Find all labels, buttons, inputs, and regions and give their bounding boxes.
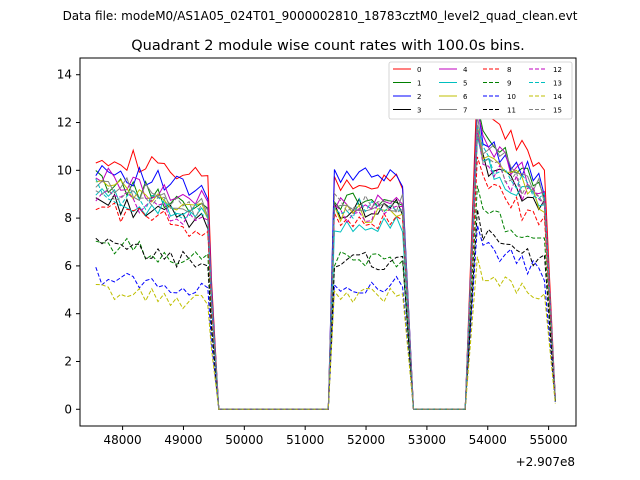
series-line-12: [95, 130, 556, 410]
series-line-15: [95, 125, 556, 410]
series-line-0: [95, 78, 556, 410]
series-line-11: [95, 209, 556, 410]
legend-label-6: 6: [463, 93, 468, 101]
y-tick-label: 6: [64, 259, 72, 273]
x-tick-label: 50000: [225, 433, 263, 447]
series-line-14: [95, 256, 556, 410]
legend-label-8: 8: [507, 66, 511, 74]
legend-label-11: 11: [507, 107, 516, 115]
x-tick-label: 48000: [104, 433, 142, 447]
x-offset-label: +2.907e8: [516, 455, 575, 469]
series-line-2: [95, 104, 556, 410]
legend-label-12: 12: [553, 66, 562, 74]
y-tick-label: 4: [64, 307, 72, 321]
x-axis: 48000 49000 50000 51000 52000 53000 54000 55000: [104, 426, 568, 447]
legend-frame: [388, 61, 573, 120]
series-line-13: [95, 125, 556, 410]
legend-label-1: 1: [417, 80, 421, 88]
legend-label-0: 0: [417, 66, 421, 74]
series-line-9: [95, 185, 556, 410]
legend-label-5: 5: [463, 80, 467, 88]
series-line-5: [95, 135, 556, 410]
x-tick-label: 53000: [408, 433, 446, 447]
y-axis: 0 2 4 6 8 10 12 14: [57, 68, 80, 416]
x-tick-label: 54000: [469, 433, 507, 447]
chart-suptitle: Data file: modeM0/AS1A05_024T01_90000028…: [63, 9, 578, 23]
legend-label-9: 9: [507, 80, 511, 88]
chart-title: Quadrant 2 module wise count rates with …: [131, 38, 525, 54]
x-tick-label: 51000: [286, 433, 324, 447]
y-tick-label: 10: [57, 163, 72, 177]
series-line-7: [95, 114, 556, 410]
series-line-8: [95, 156, 556, 410]
y-tick-label: 8: [64, 211, 72, 225]
y-tick-label: 2: [64, 354, 72, 368]
x-tick-label: 52000: [347, 433, 385, 447]
series-layer: [95, 78, 556, 410]
legend-label-7: 7: [463, 107, 467, 115]
legend-label-15: 15: [553, 107, 562, 115]
x-tick-label: 55000: [530, 433, 568, 447]
y-tick-label: 14: [57, 68, 72, 82]
legend-label-4: 4: [463, 66, 468, 74]
y-tick-label: 0: [64, 402, 72, 416]
series-line-3: [95, 135, 556, 410]
series-line-10: [95, 225, 556, 410]
plot-area: 48000 49000 50000 51000 52000 53000 54000 55000…: [57, 57, 577, 447]
legend-label-2: 2: [417, 93, 421, 101]
series-line-1: [95, 104, 556, 410]
x-tick-label: 49000: [164, 433, 202, 447]
plot-frame: [79, 57, 577, 427]
legend-label-13: 13: [553, 80, 562, 88]
legend-label-14: 14: [553, 93, 562, 101]
legend-label-10: 10: [507, 93, 516, 101]
legend-label-3: 3: [417, 107, 421, 115]
y-tick-label: 12: [57, 116, 72, 130]
